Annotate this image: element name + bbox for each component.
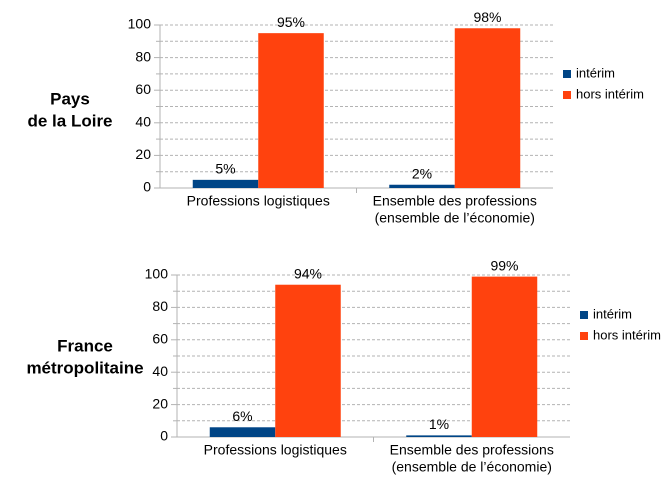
x-tick-label: Professions logistiques [204,442,347,458]
legend-label: hors intérim [576,86,644,101]
legend-label: intérim [593,306,632,321]
legend-label: hors intérim [593,327,661,342]
data-label: 98% [473,9,501,25]
chart-title: Pays [50,89,90,108]
y-tick-label: 0 [143,179,151,195]
data-label: 95% [277,14,305,30]
legend-swatch [563,91,571,99]
bar [406,435,472,437]
y-tick-label: 80 [152,298,168,314]
data-label: 1% [429,416,449,432]
y-tick-label: 40 [152,363,168,379]
x-tick-label: Ensemble des professions [390,442,554,458]
bar [275,284,341,437]
y-tick-label: 20 [152,395,168,411]
chart-title: de la Loire [27,111,112,130]
y-tick-label: 0 [160,428,168,444]
y-tick-label: 40 [135,114,151,130]
bar [209,427,276,437]
data-label: 2% [412,165,432,181]
legend-label: intérim [576,65,615,80]
data-label: 6% [232,408,252,424]
y-tick-label: 100 [128,16,152,32]
x-tick-label: Professions logistiques [187,193,330,209]
chart-title: France [57,336,113,355]
x-tick-label: Ensemble des professions [373,193,537,209]
bar [258,33,324,189]
data-label: 94% [294,265,322,281]
bar [471,276,538,437]
legend-swatch [580,311,588,319]
x-tick-label: (ensemble de l’économie) [392,459,552,475]
y-tick-label: 60 [152,331,168,347]
data-label: 99% [490,257,518,273]
legend-swatch [563,70,571,78]
y-tick-label: 20 [135,146,151,162]
chart-title: métropolitaine [26,358,143,377]
legend-swatch [580,332,588,340]
y-tick-label: 60 [135,81,151,97]
y-tick-label: 100 [145,266,169,282]
bar [389,184,455,188]
data-label: 5% [215,161,235,177]
y-tick-label: 80 [135,48,151,64]
bar [192,179,259,188]
x-tick-label: (ensemble de l’économie) [375,210,535,226]
bar [454,28,521,189]
